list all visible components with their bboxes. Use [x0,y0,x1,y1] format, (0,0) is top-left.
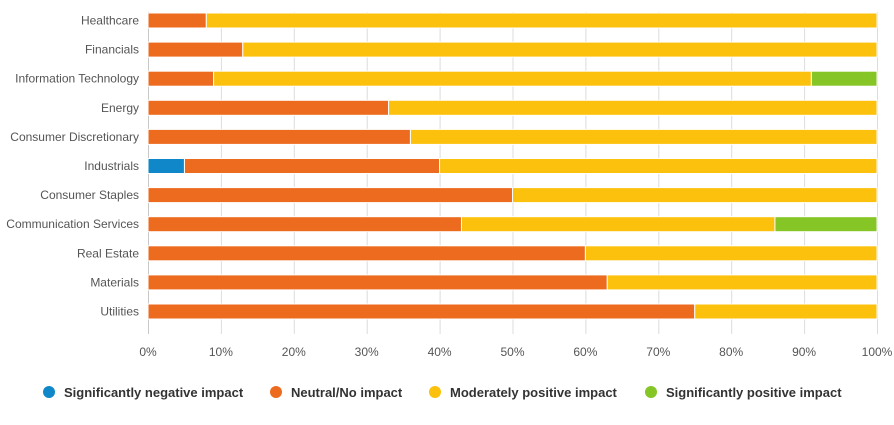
bar-segment [213,70,812,87]
bar-segment [606,274,878,291]
bar-segment [388,99,878,116]
bar-segment [147,41,244,58]
x-tick-label: 10% [209,345,233,359]
bars [147,12,878,320]
legend-marker [270,386,282,398]
bar-segment [439,158,878,174]
bar-segment [147,99,390,116]
category-axis: Healthcare Financials Information Technolo… [6,14,139,319]
bar-segment [183,158,441,174]
category-label: Industrials [84,159,139,173]
x-tick-label: 70% [646,345,670,359]
x-tick-label: 60% [573,345,597,359]
legend-marker [645,386,657,398]
bar-segment [147,70,215,87]
legend-label: Moderately positive impact [450,385,618,400]
x-tick-label: 50% [500,345,524,359]
x-tick-label: 0% [139,345,157,359]
value-axis: 0% 10% 20% 30% 40% 50% 60% 70% 80% 90% 100% [139,345,892,359]
bar-segment [460,216,776,233]
category-label: Consumer Staples [40,188,139,202]
bar-segment [147,158,185,174]
x-tick-label: 100% [862,345,893,359]
x-tick-label: 40% [428,345,452,359]
bar-segment [147,187,513,204]
bar-segment [409,128,878,145]
category-label: Consumer Discretionary [10,130,139,144]
category-label: Energy [101,101,139,115]
x-tick-label: 30% [355,345,379,359]
category-label: Real Estate [77,246,139,260]
bar-segment [694,303,878,320]
bar-segment [147,216,462,233]
x-tick-label: 90% [792,345,816,359]
bar-segment [584,245,878,262]
bar-segment [147,303,696,320]
bar-segment [205,12,878,29]
legend-label: Neutral/No impact [291,385,403,400]
category-label: Utilities [100,305,139,319]
bar-segment [147,12,207,29]
x-tick-label: 80% [719,345,743,359]
category-label: Healthcare [81,14,139,28]
bar-segment [810,70,878,87]
bar-segment [147,245,586,262]
category-label: Materials [90,275,139,289]
legend-marker [43,386,55,398]
category-label: Communication Services [6,217,139,231]
bar-segment [242,41,878,58]
bar-segment [774,216,878,233]
category-label: Information Technology [15,72,139,86]
bar-segment [147,274,608,291]
x-tick-label: 20% [282,345,306,359]
bar-segment [512,187,878,204]
legend: Significantly negative impact Neutral/No … [43,385,842,400]
bar-segment [147,128,411,145]
legend-label: Significantly positive impact [666,385,842,400]
legend-label: Significantly negative impact [64,385,244,400]
legend-marker [429,386,441,398]
category-label: Financials [85,43,139,57]
